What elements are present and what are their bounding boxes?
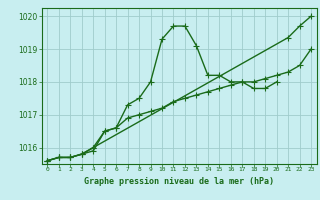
X-axis label: Graphe pression niveau de la mer (hPa): Graphe pression niveau de la mer (hPa) bbox=[84, 177, 274, 186]
